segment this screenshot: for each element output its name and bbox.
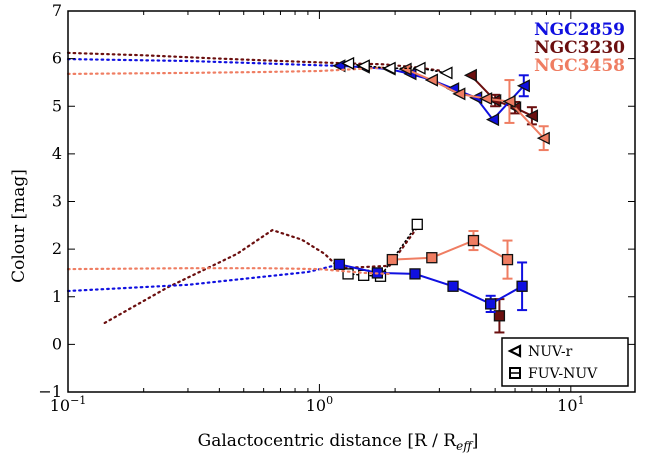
- x-tick-exponent: −1: [70, 394, 86, 407]
- data-point: [485, 298, 497, 310]
- series-ngc3458-fuv-nuv-15: [386, 230, 514, 280]
- x-tick-label: 10−1: [50, 394, 87, 415]
- y-tick-label: −1: [38, 382, 62, 401]
- y-tick-label: 0: [52, 334, 62, 353]
- series-line: [470, 74, 533, 117]
- data-point: [524, 109, 539, 123]
- data-point: [447, 280, 459, 292]
- y-tick-label: 6: [52, 49, 62, 68]
- data-point: [333, 258, 345, 271]
- data-point: [356, 59, 370, 73]
- x-tick-base: 10: [557, 396, 577, 415]
- data-point: [382, 61, 396, 75]
- data-point: [502, 94, 516, 109]
- series-ngc3458-nuv-r-5: [66, 66, 391, 75]
- data-point: [467, 234, 480, 247]
- y-tick-label: 3: [52, 192, 62, 211]
- data-point: [452, 87, 466, 101]
- legend-ngc3458: NGC3458: [534, 56, 625, 76]
- y-tick-label: 1: [52, 287, 62, 306]
- data-point: [493, 310, 506, 322]
- series-ngc3458-nuv-r-6: [398, 62, 550, 152]
- data-point: [463, 68, 477, 82]
- data-point: [411, 218, 423, 231]
- series-ngc2859-nuv-r-3: [66, 58, 341, 67]
- series-line: [66, 58, 341, 67]
- x-tick-exponent: 1: [578, 394, 585, 407]
- series-ngc2859-fuv-nuv-12: [66, 263, 341, 293]
- series-line: [339, 263, 523, 306]
- marker-legend-label-nuv-r: NUV-r: [528, 344, 573, 360]
- y-tick-label: 2: [52, 239, 62, 258]
- series-ngc3230-nuv-r-0: [66, 51, 350, 65]
- series-ngc3230-fuv-nuv-9: [338, 223, 421, 270]
- data-point: [536, 131, 550, 145]
- x-tick-label: 100: [306, 394, 333, 415]
- data-point: [412, 61, 426, 75]
- data-point: [386, 253, 398, 266]
- legend-ngc3230: NGC3230: [534, 38, 625, 58]
- x-axis-label-main: Galactocentric distance [R / R: [198, 431, 458, 451]
- series-ngc3230-fuv-nuv-8: [103, 228, 341, 324]
- data-point: [409, 268, 421, 280]
- series-line: [66, 267, 391, 275]
- x-tick-base: 10: [306, 396, 326, 415]
- y-tick-label: 7: [52, 1, 62, 20]
- series-line: [339, 64, 525, 122]
- series-line: [66, 51, 350, 65]
- series-ngc3230-nuv-r-7: [341, 56, 453, 80]
- marker-legend-label-fuv-nuv: FUV-NUV: [528, 366, 598, 382]
- x-axis-label-subscript: eff: [456, 439, 474, 453]
- series-line: [66, 263, 341, 293]
- data-point: [398, 62, 412, 76]
- triangle-left-icon: [507, 344, 522, 358]
- y-tick-label: 5: [52, 96, 62, 115]
- series-ngc3458-fuv-nuv-14: [66, 267, 391, 275]
- x-tick-base: 10: [50, 396, 70, 415]
- series-line: [103, 228, 341, 324]
- data-point: [485, 113, 500, 127]
- series-line: [66, 66, 391, 75]
- plot-area: [66, 51, 550, 334]
- marker-legend-box: [501, 337, 629, 387]
- data-point: [341, 56, 355, 70]
- y-tick-label: 4: [52, 144, 62, 163]
- data-point: [501, 253, 514, 266]
- data-point: [479, 92, 493, 106]
- data-point: [516, 280, 528, 292]
- x-tick-exponent: 0: [326, 394, 333, 407]
- data-point: [342, 268, 354, 280]
- series-line: [392, 239, 508, 261]
- x-axis-label-close: ]: [472, 431, 479, 451]
- legend-ngc2859: NGC2859: [534, 20, 625, 40]
- marker-legend: NUV-r FUV-NUV: [501, 337, 629, 387]
- x-tick-label: 101: [557, 394, 584, 415]
- data-point: [426, 252, 438, 264]
- data-point: [516, 79, 530, 93]
- y-axis-label: Colour [mag]: [9, 169, 29, 283]
- x-axis-label: Galactocentric distance [R / Reff]: [198, 431, 479, 453]
- data-point: [439, 66, 453, 80]
- series-line: [338, 223, 421, 270]
- data-point: [424, 73, 438, 87]
